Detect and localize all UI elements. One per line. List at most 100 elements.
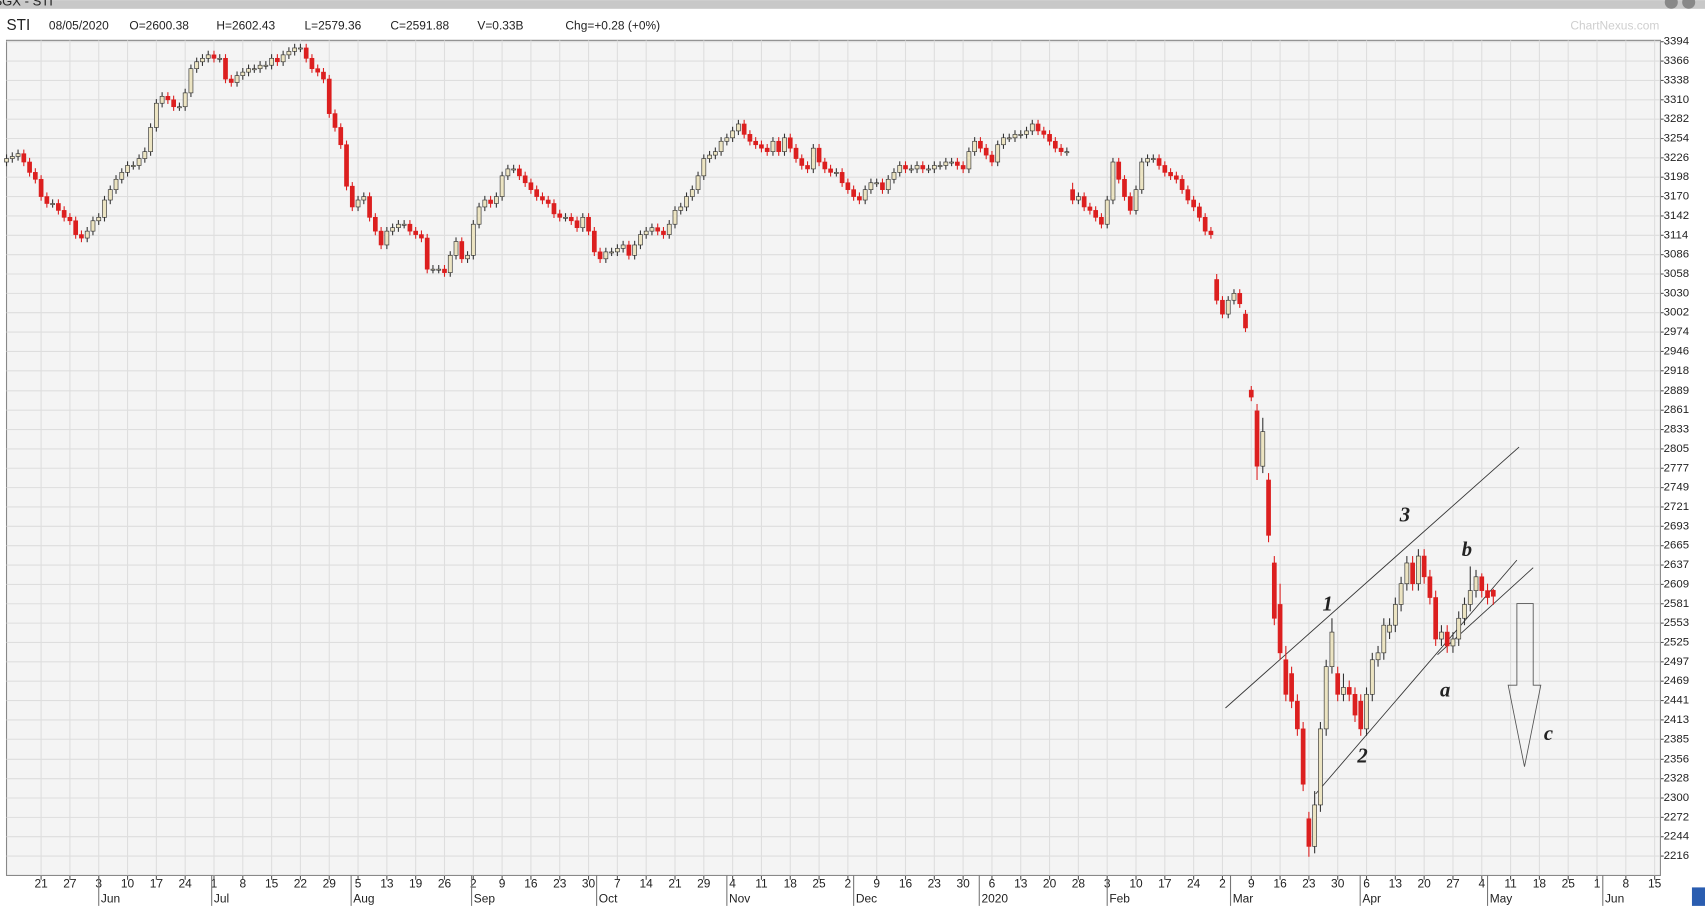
candle-body [1352,693,1358,716]
title-bar [0,0,1705,9]
candle-body [880,182,885,190]
candle-body [1024,130,1029,135]
candle-body [995,144,1001,163]
candle-body [38,178,44,197]
candle-body [465,255,470,260]
x-tick-label: 10 [1129,876,1143,890]
candle-body [753,140,759,146]
candle-body [908,168,914,171]
x-tick-label: 15 [1648,876,1662,890]
candle-body [1277,604,1283,654]
candle-body [292,47,298,52]
x-tick-label: 8 [1623,876,1630,890]
y-tick-label: 2356 [1664,753,1689,765]
candle-body [505,168,511,177]
y-tick-label: 3170 [1664,191,1689,203]
candle-body [286,51,292,56]
candle-body [1029,123,1035,132]
scroll-button[interactable] [1691,887,1705,906]
candle-body [868,182,874,190]
x-tick-label: 6 [1363,876,1370,890]
window-button[interactable] [1682,0,1696,9]
candle-body [983,147,989,156]
candle-body [390,227,395,232]
candle-body [1231,293,1237,301]
month-label: Jun [1605,892,1624,906]
candle-body [1346,687,1352,695]
candle-body [960,165,966,170]
candle-body [1462,604,1467,619]
y-tick-label: 3366 [1664,55,1689,67]
y-tick-label: 2413 [1664,714,1689,726]
candle-body [689,189,695,197]
window-title: SGX - STI [0,0,53,9]
candle-body [822,161,828,170]
candle-body [1433,597,1439,640]
candle-body [816,147,822,163]
candle-body [321,71,326,80]
candle-body [678,206,684,211]
candle-body [384,230,390,246]
y-tick-label: 2918 [1664,365,1689,377]
candle-body [920,165,926,170]
month-label: Mar [1233,892,1254,906]
symbol: STI [7,17,31,34]
candle-body [793,147,799,159]
candle-body [1381,624,1387,654]
candle-body [234,75,240,83]
candle-body [609,251,614,254]
candle-body [223,57,228,80]
candle-body [136,158,142,166]
x-tick-label: 15 [265,876,279,890]
candle-body [1104,199,1110,225]
candle-body [148,127,153,152]
month-label: May [1490,892,1513,906]
candle-body [459,241,465,260]
y-tick-label: 3058 [1664,268,1689,280]
y-tick-label: 2272 [1664,811,1689,823]
candle-body [724,137,730,142]
candle-body [591,230,597,253]
candle-body [730,130,735,139]
candle-body [401,223,407,226]
candle-body [834,172,839,174]
x-tick-label: 2 [845,876,852,890]
x-tick-label: 25 [812,876,826,890]
candle-body [545,199,551,204]
trend-line [1225,446,1520,709]
x-tick-label: 23 [553,876,567,890]
x-tick-label: 18 [1533,876,1547,890]
y-tick-label: 2469 [1664,675,1689,687]
candle-body [661,230,666,235]
candle-body [113,178,119,190]
x-tick-label: 20 [1417,876,1431,890]
candle-body [326,78,332,114]
candle-body [165,96,171,101]
candle-body [517,168,522,177]
candle-body [580,216,586,229]
candle-body [1116,161,1122,180]
candle-body [447,255,453,273]
y-tick-label: 3254 [1664,133,1690,145]
candle-body [1375,652,1381,661]
candle-body [989,154,995,163]
x-tick-label: 11 [1504,876,1517,890]
x-tick-label: 1 [1594,876,1601,890]
window-button[interactable] [1664,0,1678,9]
candle-body [1220,299,1225,315]
candle-body [799,158,805,166]
candle-body [540,196,545,201]
candle-body [764,147,770,152]
candle-body [1110,161,1116,201]
candle-body [257,64,263,70]
candle-body [805,165,810,170]
candle-body [27,161,32,173]
candle-body [643,230,649,235]
candle-body [90,220,96,232]
candle-body [130,165,136,167]
candle-body [56,203,61,211]
candle-body [839,172,845,184]
x-tick-label: 6 [989,876,996,890]
candle-body [1358,700,1364,730]
candle-body [718,140,724,152]
